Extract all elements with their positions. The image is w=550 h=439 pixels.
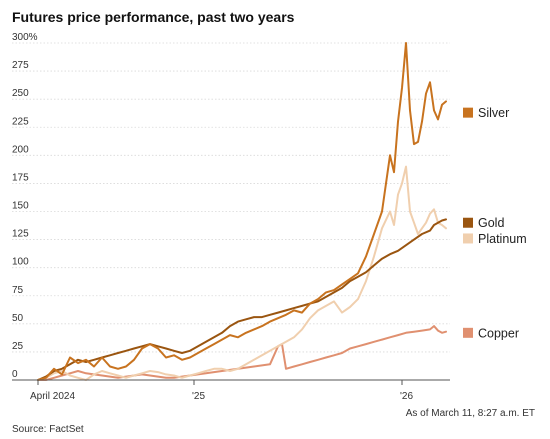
y-tick-label: 25 [12, 341, 24, 352]
chart-title: Futures price performance, past two year… [12, 9, 295, 25]
y-tick-label: 75 [12, 285, 24, 296]
legend-swatch-platinum [463, 233, 473, 244]
y-tick-label: 275 [12, 60, 29, 71]
timestamp-note: As of March 11, 8:27 a.m. ET [406, 408, 535, 419]
legend-label-gold: Gold [478, 216, 504, 230]
source-note: Source: FactSet [12, 424, 84, 435]
legend-label-silver: Silver [478, 106, 509, 120]
series-lines [37, 42, 447, 381]
y-tick-label: 150 [12, 201, 29, 212]
legend-swatch-gold [463, 217, 473, 228]
legend-swatch-silver [463, 107, 473, 118]
series-line-gold [37, 218, 447, 381]
y-tick-label: 175 [12, 172, 29, 183]
legend: Silver Gold Platinum Copper [463, 106, 527, 340]
y-tick-label: 250 [12, 88, 29, 99]
x-tick-label: '26 [400, 391, 413, 402]
series-line-copper [37, 325, 447, 381]
y-tick-label: 200 [12, 144, 29, 155]
y-tick-label: 225 [12, 116, 29, 127]
x-axis-labels: April 2024 '25 '26 [30, 380, 413, 402]
x-tick-label: April 2024 [30, 391, 75, 402]
legend-swatch-copper [463, 327, 473, 338]
y-tick-label: 0 [12, 369, 18, 380]
y-tick-label: 300% [12, 32, 38, 43]
series-line-silver [37, 42, 447, 381]
y-tick-label: 125 [12, 229, 29, 240]
y-tick-label: 50 [12, 313, 24, 324]
legend-label-copper: Copper [478, 326, 519, 340]
legend-label-platinum: Platinum [478, 232, 527, 246]
series-line-platinum [37, 165, 447, 381]
grid [12, 42, 450, 353]
x-tick-label: '25 [192, 391, 205, 402]
y-tick-label: 100 [12, 257, 29, 268]
